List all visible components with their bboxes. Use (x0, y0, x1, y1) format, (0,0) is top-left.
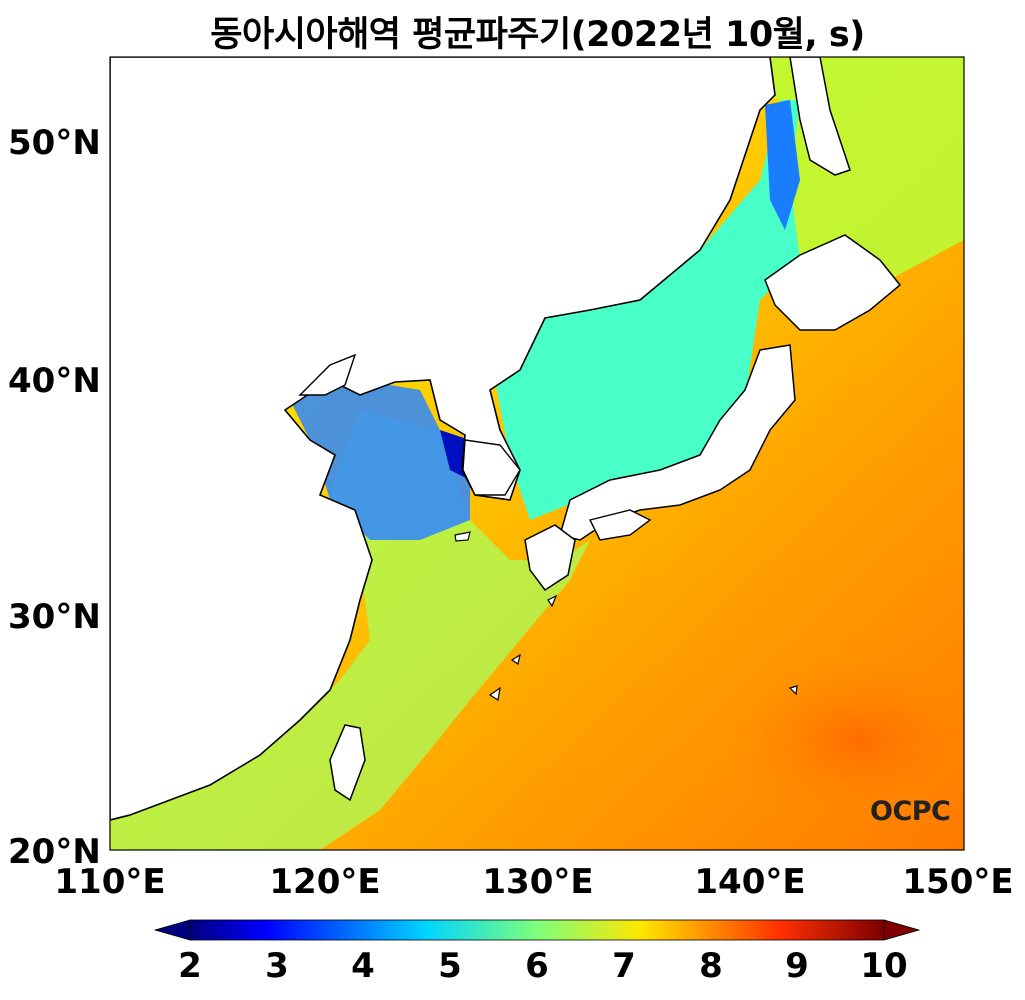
map-title: 동아시아해역 평균파주기(2022년 10월, s) (210, 15, 865, 55)
colorbar-tick-5: 5 (438, 946, 462, 986)
asian-mainland-land (110, 57, 776, 821)
x-tick-150e: 150°E (902, 862, 1014, 902)
colorbar-tick-3: 3 (265, 946, 289, 986)
korean-peninsula-land (462, 439, 521, 496)
x-tick-130e: 130°E (482, 862, 594, 902)
yellow-sea-field (290, 365, 470, 540)
tatar-strait-field (765, 100, 800, 230)
sakhalin-land (789, 57, 851, 176)
colorbar-tick-4: 4 (351, 946, 375, 986)
colorbar-tick-6: 6 (525, 946, 549, 986)
jeju-island (454, 531, 471, 542)
hokkaido-land (764, 234, 902, 331)
x-tick-120e: 120°E (269, 862, 381, 902)
colorbar-low-extend (153, 919, 191, 941)
liaodong-land (298, 353, 357, 396)
colorbar-tick-10: 10 (860, 946, 908, 986)
map-frame (109, 56, 965, 851)
y-tick-50n: 50°N (8, 123, 101, 163)
colorbar-high-extend (883, 919, 921, 941)
ocpc-logo: OCPC (870, 796, 951, 827)
colorbar-tick-2: 2 (178, 946, 202, 986)
kyushu-land (524, 524, 576, 592)
y-tick-40n: 40°N (8, 361, 101, 401)
colorbar-tick-8: 8 (699, 946, 723, 986)
taiwan-land (329, 724, 366, 802)
colorbar-tick-9: 9 (785, 946, 809, 986)
warm-period-area (720, 650, 964, 830)
x-tick-140e: 140°E (694, 862, 806, 902)
ryukyu-islands (488, 594, 558, 701)
x-tick-110e: 110°E (54, 862, 166, 902)
y-tick-20n: 20°N (8, 832, 101, 872)
colorbar (189, 919, 885, 941)
bonin-islands (788, 685, 798, 696)
colorbar-tick-7: 7 (612, 946, 636, 986)
y-tick-30n: 30°N (8, 597, 101, 637)
map-area (110, 57, 964, 850)
shikoku-land (588, 509, 652, 541)
